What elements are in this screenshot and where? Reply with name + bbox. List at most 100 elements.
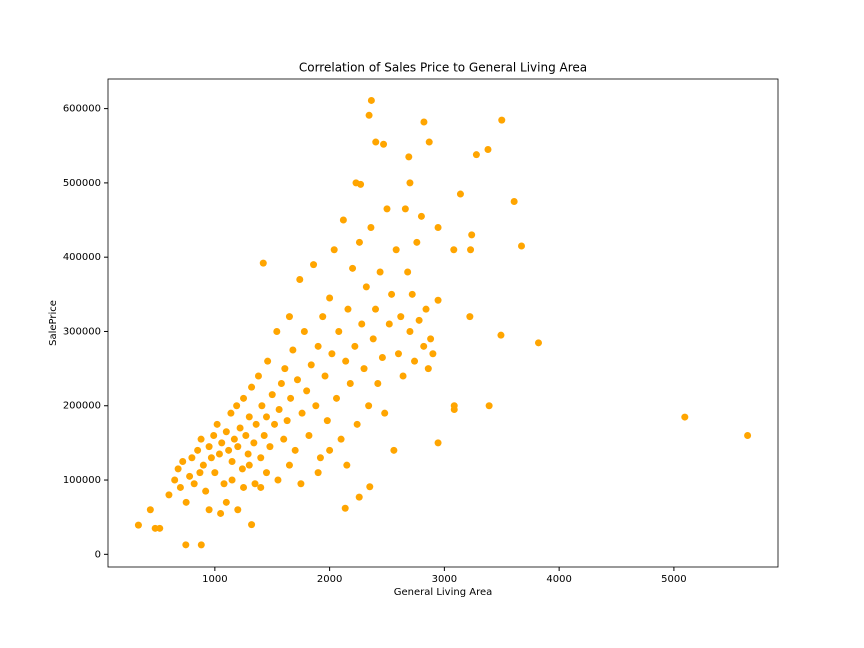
point <box>342 357 350 365</box>
point <box>222 498 230 506</box>
point <box>374 379 382 387</box>
point <box>220 480 228 488</box>
point <box>392 246 400 254</box>
point <box>335 327 343 335</box>
point <box>353 420 361 428</box>
point <box>401 205 409 213</box>
point <box>233 402 241 410</box>
point <box>134 521 142 529</box>
point <box>408 290 416 298</box>
point <box>257 483 265 491</box>
point <box>365 111 373 119</box>
point <box>346 379 354 387</box>
point <box>344 305 352 313</box>
point <box>372 138 380 146</box>
point <box>250 439 258 447</box>
point <box>406 327 414 335</box>
point <box>293 376 301 384</box>
point <box>156 524 164 532</box>
point <box>450 405 458 413</box>
point <box>271 420 279 428</box>
point <box>205 506 213 514</box>
point <box>381 409 389 417</box>
plot-frame <box>107 78 779 568</box>
point <box>429 350 437 358</box>
point <box>248 521 256 529</box>
point <box>285 461 293 469</box>
point <box>351 342 359 350</box>
point <box>146 506 154 514</box>
point <box>252 420 260 428</box>
point <box>202 487 210 495</box>
point <box>330 246 338 254</box>
point <box>355 493 363 501</box>
point <box>174 465 182 473</box>
point <box>369 335 377 343</box>
point <box>248 383 256 391</box>
point <box>380 140 388 148</box>
point <box>367 223 375 231</box>
point <box>316 454 324 462</box>
point <box>365 402 373 410</box>
point <box>196 469 204 477</box>
point <box>289 346 297 354</box>
point <box>240 483 248 491</box>
point <box>303 387 311 395</box>
point <box>176 483 184 491</box>
point <box>236 424 244 432</box>
point <box>744 431 752 439</box>
point <box>312 402 320 410</box>
point <box>434 439 442 447</box>
point <box>355 238 363 246</box>
point <box>397 313 405 321</box>
point <box>211 469 219 477</box>
point <box>238 465 246 473</box>
point <box>262 469 270 477</box>
point <box>205 443 213 451</box>
point <box>372 305 380 313</box>
point <box>337 435 345 443</box>
point <box>376 268 384 276</box>
point <box>326 294 334 302</box>
point <box>280 435 288 443</box>
point <box>266 443 274 451</box>
point <box>307 361 315 369</box>
point <box>534 339 542 347</box>
point <box>245 461 253 469</box>
point <box>275 405 283 413</box>
point <box>217 509 225 517</box>
point <box>291 446 299 454</box>
y-axis-label: SalePrice <box>48 300 59 346</box>
point <box>230 435 238 443</box>
point <box>296 275 304 283</box>
point <box>497 331 505 339</box>
point <box>466 313 474 321</box>
point <box>194 446 202 454</box>
x-tick-label: 3000 <box>432 574 457 585</box>
point <box>257 454 265 462</box>
point <box>287 394 295 402</box>
point <box>277 379 285 387</box>
x-tick-label: 5000 <box>661 574 686 585</box>
point <box>244 450 252 458</box>
point <box>227 409 235 417</box>
point <box>262 413 270 421</box>
point <box>362 283 370 291</box>
point <box>234 443 242 451</box>
point <box>332 394 340 402</box>
point <box>413 238 421 246</box>
point <box>422 305 430 313</box>
point <box>165 491 173 499</box>
point <box>360 365 368 373</box>
point <box>182 498 190 506</box>
y-tick-label: 500000 <box>63 178 101 189</box>
point <box>190 480 198 488</box>
point <box>366 483 374 491</box>
point <box>314 469 322 477</box>
point <box>427 335 435 343</box>
point <box>258 402 266 410</box>
point <box>349 264 357 272</box>
y-tick-label: 0 <box>95 549 101 560</box>
point <box>341 504 349 512</box>
